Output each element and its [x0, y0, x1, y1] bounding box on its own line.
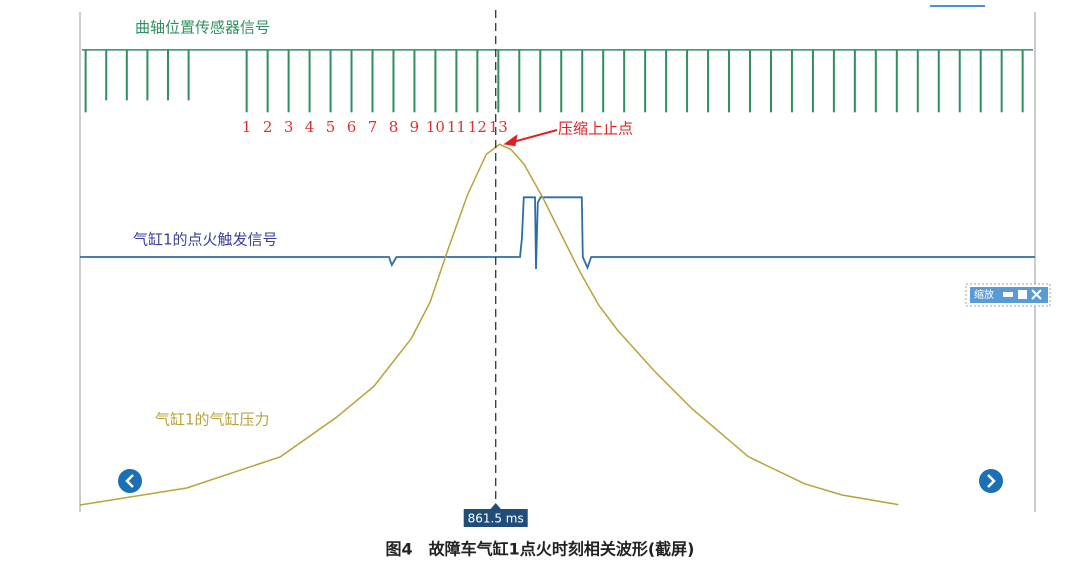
tooth-label: 9 — [410, 118, 420, 136]
zoom-minimize[interactable] — [1003, 292, 1013, 297]
tooth-label: 1 — [242, 118, 252, 136]
nav-right-button[interactable] — [979, 469, 1003, 493]
tooth-label: 4 — [305, 118, 315, 136]
tooth-label: 6 — [347, 118, 357, 136]
cursor-label-box — [463, 509, 528, 527]
series-label: 气缸1的气缸压力 — [155, 411, 270, 429]
tooth-label: 3 — [284, 118, 294, 136]
marks — [79, 10, 1035, 510]
tooth-label: 13 — [489, 118, 508, 136]
tooth-label: 12 — [468, 118, 487, 136]
nav-left-icon — [125, 474, 134, 488]
zoom-label: 缩放 — [974, 288, 994, 301]
annotation: 压缩上止点 — [558, 120, 633, 138]
nav-right-icon — [987, 474, 996, 488]
series-line — [79, 143, 899, 506]
tooth-label: 2 — [263, 118, 273, 136]
tooth-label: 8 — [389, 118, 399, 136]
annotation-arrowhead — [503, 134, 518, 147]
zoom-close[interactable] — [1031, 289, 1042, 300]
series-label: 气缸1的点火触发信号 — [133, 231, 278, 249]
caption: 图4 故障车气缸1点火时刻相关波形(截屏) — [386, 540, 695, 559]
tooth-label: 11 — [447, 118, 466, 136]
zoom-maximize[interactable] — [1018, 290, 1027, 299]
annotation-arrow — [515, 129, 558, 143]
tooth-label: 10 — [426, 118, 445, 136]
tooth-label: 7 — [368, 118, 378, 136]
tooth-label: 5 — [326, 118, 336, 136]
series-label: 曲轴位置传感器信号 — [135, 19, 270, 37]
cursor-handle — [489, 503, 502, 510]
nav-left-button[interactable] — [118, 469, 142, 493]
cursor-label: 861.5 ms — [468, 512, 524, 526]
series-line — [80, 196, 1035, 271]
